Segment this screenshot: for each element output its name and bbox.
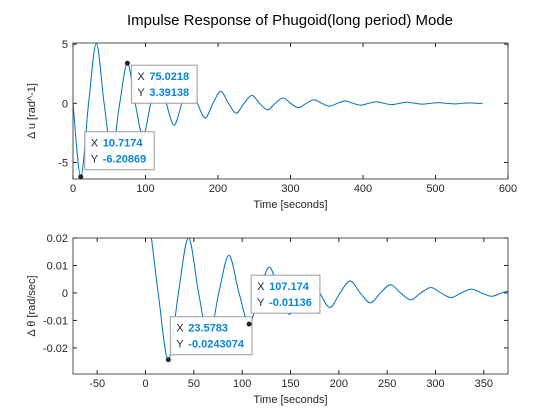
datatip-marker bbox=[246, 321, 252, 327]
y-tick-label: 0 bbox=[62, 288, 68, 300]
y-tick-label: -0.01 bbox=[43, 315, 68, 327]
x-tick-label: 100 bbox=[136, 183, 154, 195]
response-line bbox=[150, 238, 508, 361]
y-axis-label: Δ θ [rad/sec] bbox=[26, 275, 38, 336]
datatip-box bbox=[130, 64, 198, 104]
y-tick-label: 5 bbox=[62, 39, 68, 51]
y-tick-label: 0 bbox=[62, 98, 68, 110]
y-tick-label: 0.01 bbox=[47, 260, 68, 272]
x-tick-label: 200 bbox=[330, 378, 348, 390]
x-tick-label: 300 bbox=[281, 183, 299, 195]
x-axis-label: Time [seconds] bbox=[253, 394, 327, 406]
x-tick-label: -50 bbox=[89, 378, 105, 390]
axes-box bbox=[72, 237, 509, 375]
x-tick-label: 600 bbox=[499, 183, 517, 195]
datatip: X 75.0218 Y 3.39138 bbox=[130, 64, 198, 104]
y-tick-label: -5 bbox=[58, 157, 68, 169]
y-tick-label: -0.02 bbox=[43, 343, 68, 355]
datatip: X 23.5783 Y -0.0243074 bbox=[169, 316, 253, 356]
y-axis-label: Δ u [rad^-1] bbox=[26, 83, 38, 139]
datatip-y-label: Y bbox=[176, 339, 184, 351]
y-tick-label: 0.02 bbox=[47, 233, 68, 245]
x-tick-label: 400 bbox=[354, 183, 372, 195]
datatip-box bbox=[169, 316, 253, 356]
datatip-y-label: Y bbox=[137, 87, 145, 99]
datatip-marker bbox=[78, 174, 84, 180]
datatip-x-label: X bbox=[176, 323, 184, 335]
datatip-box bbox=[84, 131, 155, 171]
datatip-box bbox=[250, 274, 321, 314]
x-tick-label: 200 bbox=[209, 183, 227, 195]
datatip-x-label: X bbox=[91, 138, 99, 150]
x-axis-label: Time [seconds] bbox=[253, 199, 327, 211]
datatip-x-value: 23.5783 bbox=[188, 323, 228, 335]
x-tick-label: 50 bbox=[188, 378, 200, 390]
chart-title: Impulse Response of Phugoid(long period)… bbox=[127, 12, 453, 29]
datatip-y-label: Y bbox=[91, 154, 99, 166]
datatip: X 107.174 Y -0.01136 bbox=[250, 274, 321, 314]
datatip: X 10.7174 Y -6.20869 bbox=[84, 131, 155, 171]
x-tick-label: 250 bbox=[378, 378, 396, 390]
datatip-x-value: 107.174 bbox=[269, 281, 310, 293]
x-tick-label: 0 bbox=[70, 183, 76, 195]
x-tick-label: 0 bbox=[142, 378, 148, 390]
x-tick-label: 150 bbox=[281, 378, 299, 390]
datatip-y-value: 3.39138 bbox=[149, 87, 189, 99]
datatip-y-value: -6.20869 bbox=[103, 154, 146, 166]
datatip-x-value: 10.7174 bbox=[103, 138, 144, 150]
x-tick-label: 350 bbox=[475, 378, 493, 390]
x-tick-label: 100 bbox=[233, 378, 251, 390]
datatip-marker bbox=[124, 60, 130, 66]
datatip-y-label: Y bbox=[257, 297, 265, 309]
axes-box bbox=[72, 42, 509, 180]
datatip-y-value: -0.01136 bbox=[269, 297, 312, 309]
datatip-y-value: -0.0243074 bbox=[188, 339, 245, 351]
datatip-x-label: X bbox=[137, 71, 145, 83]
x-tick-label: 500 bbox=[426, 183, 444, 195]
x-tick-label: 300 bbox=[426, 378, 444, 390]
datatip-x-label: X bbox=[257, 281, 265, 293]
datatip-x-value: 75.0218 bbox=[149, 71, 189, 83]
datatip-marker bbox=[165, 357, 171, 363]
